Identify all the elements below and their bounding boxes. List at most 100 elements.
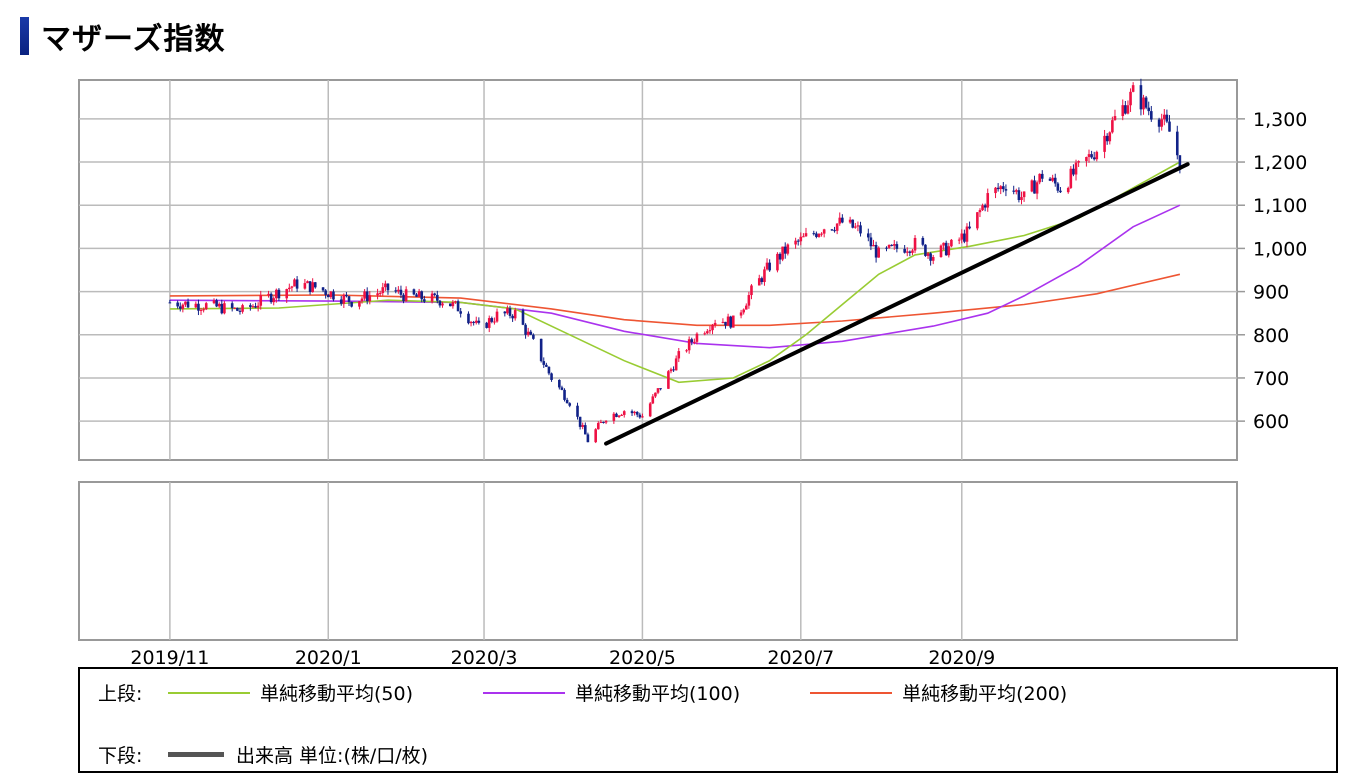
candle-body: [817, 233, 821, 237]
candle-body: [1144, 97, 1148, 108]
candle-body: [856, 225, 860, 227]
candle-body: [1131, 85, 1135, 92]
candle-body: [202, 309, 205, 311]
candle-body: [695, 333, 699, 342]
candle-body: [851, 219, 855, 228]
candle-body: [545, 364, 548, 367]
candle-body: [288, 287, 291, 290]
candle-body: [259, 295, 263, 306]
candle-body: [895, 244, 899, 249]
candle-body: [1056, 183, 1060, 191]
candle-body: [1150, 111, 1153, 120]
candle-body: [397, 289, 400, 292]
candle-body: [477, 320, 481, 323]
candle-body: [942, 242, 945, 246]
candle-body: [1035, 182, 1039, 194]
candle-body: [313, 282, 317, 288]
candle-body: [339, 299, 343, 304]
x-tick-label: 2020/9: [928, 647, 995, 669]
candle-body: [472, 321, 475, 323]
candle-body: [950, 239, 953, 247]
candle-body: [1015, 190, 1018, 192]
candle-body: [778, 253, 782, 260]
candle-body: [285, 289, 289, 299]
candle-body: [586, 434, 590, 443]
candle-body: [1108, 132, 1112, 142]
candle-body: [329, 291, 333, 298]
candle-body: [277, 289, 281, 299]
candle-body: [892, 244, 896, 246]
candle-body: [365, 291, 369, 302]
candle-body: [368, 295, 372, 302]
candle-body: [269, 293, 273, 303]
candle-body: [378, 293, 382, 295]
candle-body: [885, 247, 888, 249]
x-tick-label: 2020/7: [767, 647, 834, 669]
candle-body: [630, 411, 634, 414]
candle-body: [503, 311, 507, 314]
candle-body: [487, 318, 491, 328]
candle-body: [604, 420, 608, 423]
candle-body: [1090, 154, 1093, 158]
x-tick-label: 2020/1: [295, 647, 362, 669]
candle-body: [617, 415, 621, 417]
candle-body: [1157, 119, 1161, 127]
candle-body: [1113, 116, 1117, 121]
candle-body: [768, 262, 771, 271]
candle-body: [786, 244, 790, 254]
candle-body: [308, 281, 312, 293]
legend-lower-label: 下段:: [98, 745, 143, 767]
candle-body: [384, 283, 387, 288]
candle-body: [448, 303, 452, 307]
legend-label-ma50: 単純移動平均(50): [260, 683, 414, 705]
candle-body: [978, 210, 982, 213]
candle-body: [659, 388, 662, 390]
candle-body: [812, 233, 816, 235]
candle-body: [744, 305, 748, 310]
candle-body: [467, 313, 470, 324]
candle-body: [1030, 180, 1034, 192]
legend-swatch-ma200: [810, 691, 893, 694]
y-tick-label: 700: [1253, 368, 1289, 390]
legend-upper-label: 上段:: [98, 683, 143, 705]
candle-body: [236, 307, 239, 311]
trendline: [604, 162, 1190, 446]
candle-body: [358, 301, 361, 307]
candle-body: [178, 306, 182, 309]
candle-body: [233, 307, 237, 309]
candle-body: [399, 289, 403, 295]
legend-swatch-volume: [168, 752, 224, 757]
candle-body: [799, 236, 803, 242]
candle-body: [654, 392, 657, 397]
candle-body: [584, 425, 587, 435]
candle-body: [1022, 191, 1026, 198]
candle-body: [342, 294, 346, 304]
candle-body: [267, 293, 270, 296]
candle-body: [957, 239, 961, 241]
candle-body: [275, 289, 278, 299]
candle-body: [532, 334, 535, 339]
candle-body: [223, 303, 226, 314]
legend-label-volume: 出来高 単位:(株/口/枚): [236, 745, 429, 767]
x-tick-label: 2020/3: [451, 647, 518, 669]
candle-body: [1053, 177, 1057, 184]
candle-body: [1111, 120, 1114, 133]
candle-body: [438, 300, 442, 306]
y-axis-ticks: 600 700 800 900 1,000 1,100 1,200 1,300: [1237, 109, 1307, 433]
candle-body: [760, 278, 764, 283]
candle-body: [376, 293, 379, 296]
candle-body: [706, 331, 709, 334]
candle-body: [796, 240, 800, 242]
candle-body: [1077, 161, 1080, 163]
candle-body: [238, 310, 242, 312]
candle-body: [251, 306, 255, 308]
candle-body: [976, 212, 979, 229]
y-tick-label: 900: [1253, 282, 1289, 304]
candle-body: [981, 205, 984, 211]
candle-body: [994, 187, 997, 194]
legend-label-ma200: 単純移動平均(200): [902, 683, 1068, 705]
candle-body: [1139, 85, 1143, 110]
candle-body: [495, 311, 499, 322]
candle-body: [963, 233, 966, 242]
candle-body: [815, 233, 818, 237]
